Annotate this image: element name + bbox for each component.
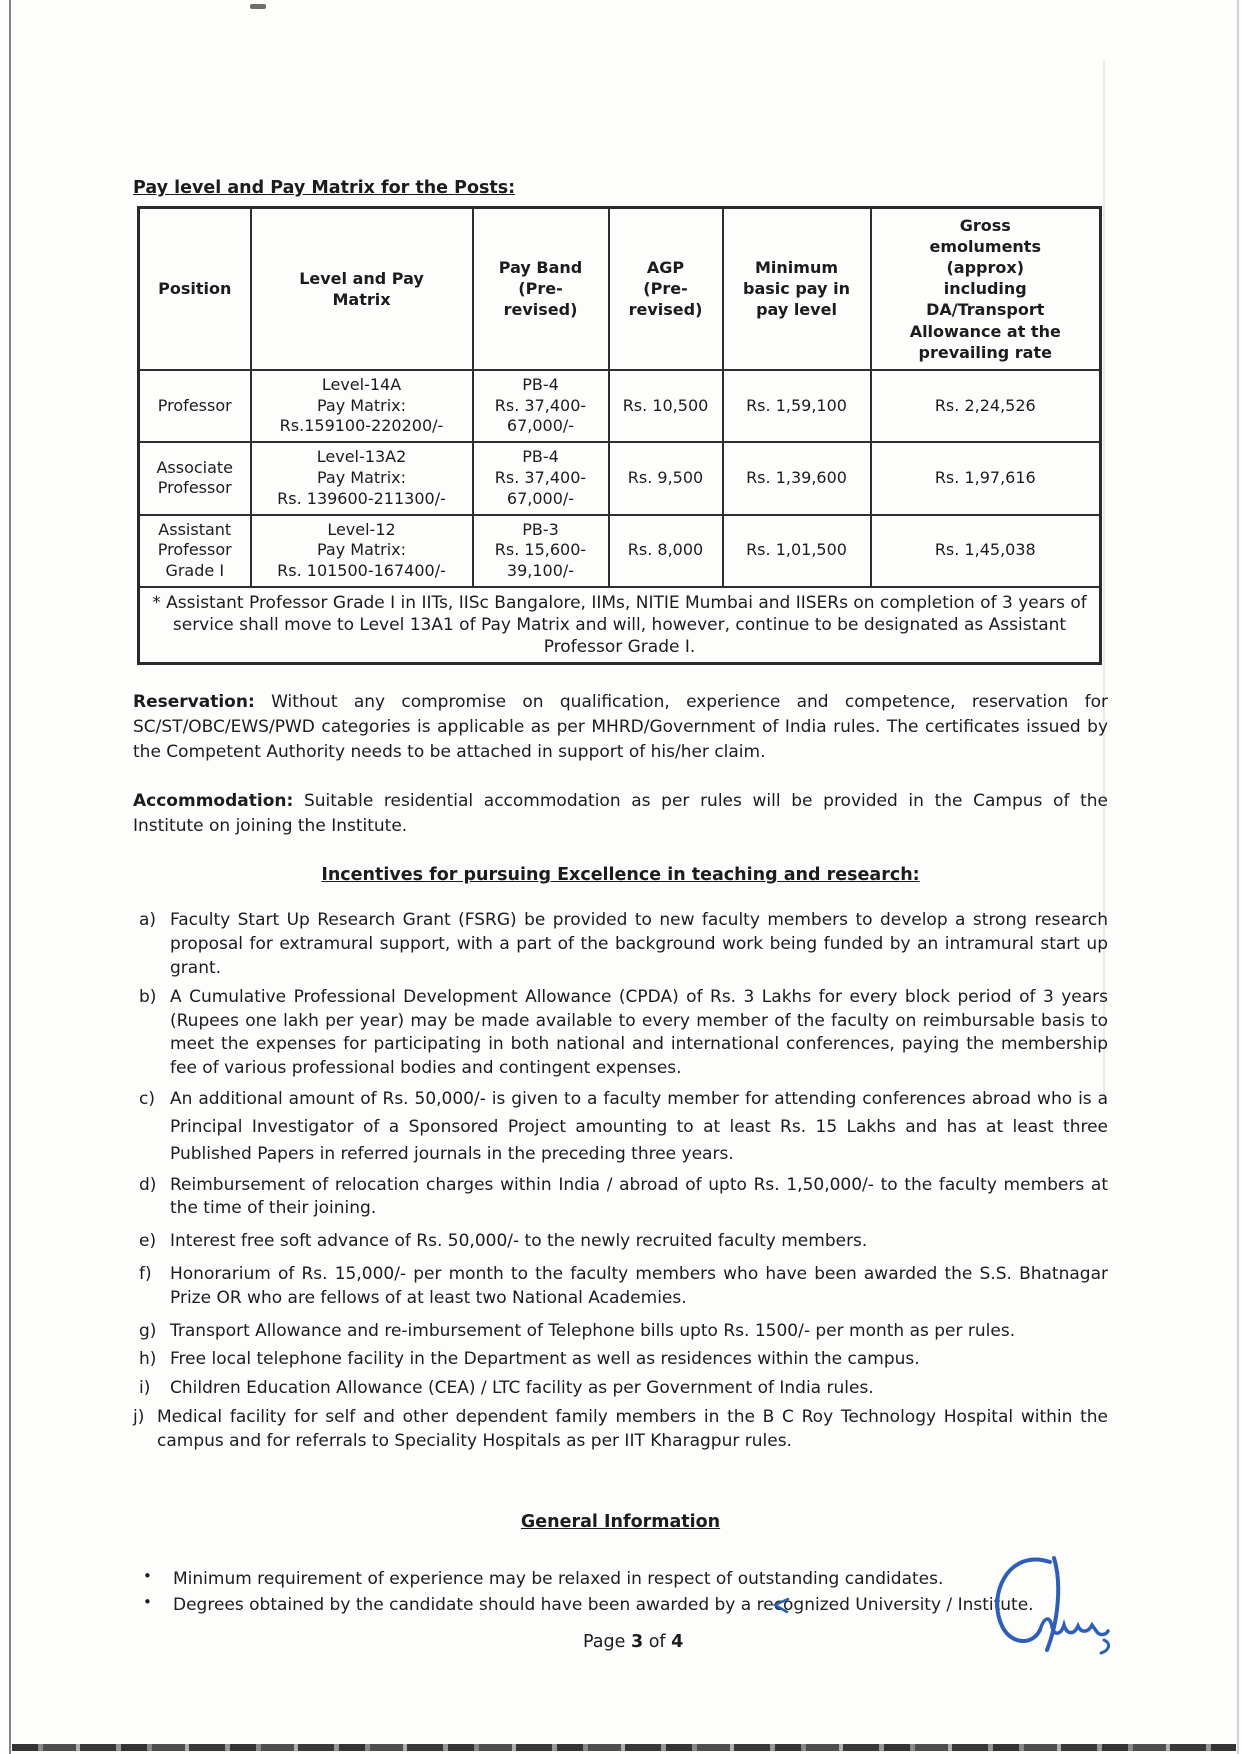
table-header-row: Position Level and Pay Matrix Pay Band (… bbox=[137, 206, 1102, 371]
general-information-heading: General Information bbox=[520, 1511, 721, 1532]
cell-level-pay-matrix: Level-12 Pay Matrix: Rs. 101500-167400/- bbox=[249, 513, 474, 588]
incentives-heading: Incentives for pursuing Excellence in te… bbox=[321, 865, 920, 886]
list-item-b: b) A Cumulative Professional Development … bbox=[133, 986, 1108, 1081]
col-header-position: Position bbox=[137, 206, 252, 371]
list-item-text: Interest free soft advance of Rs. 50,000… bbox=[170, 1231, 868, 1252]
list-item-d: d) Reimbursement of relocation charges wi… bbox=[133, 1174, 1108, 1222]
col-header-gross-emoluments: Gross emoluments (approx) including DA/T… bbox=[869, 206, 1102, 371]
cell-position: Associate Professor bbox=[137, 441, 252, 516]
cell-gross: Rs. 1,45,038 bbox=[869, 513, 1102, 588]
list-item-label: g) bbox=[139, 1320, 157, 1341]
cell-position: Professor bbox=[137, 368, 252, 444]
pay-matrix-heading: Pay level and Pay Matrix for the Posts: bbox=[133, 178, 516, 198]
cell-pay-band: PB-4 Rs. 37,400- 67,000/- bbox=[471, 368, 610, 444]
list-item-text: Children Education Allowance (CEA) / LTC… bbox=[170, 1378, 874, 1399]
page-footer-prefix: Page bbox=[583, 1632, 626, 1652]
cell-pay-band: PB-4 Rs. 37,400- 67,000/- bbox=[471, 441, 610, 516]
list-item-label: j) bbox=[133, 1406, 145, 1427]
list-item-label: d) bbox=[139, 1174, 157, 1195]
col-header-agp: AGP (Pre- revised) bbox=[607, 206, 724, 371]
list-item-g: g) Transport Allowance and re-imbursement… bbox=[133, 1320, 1108, 1344]
list-item-label: a) bbox=[139, 910, 157, 931]
list-item-a: a) Faculty Start Up Research Grant (FSRG)… bbox=[133, 909, 1108, 980]
accommodation-paragraph: Accommodation: Suitable residential acco… bbox=[133, 789, 1108, 838]
list-item-text: An additional amount of Rs. 50,000/- is … bbox=[170, 1089, 1108, 1165]
list-item-f: f) Honorarium of Rs. 15,000/- per month t… bbox=[133, 1263, 1108, 1311]
page-number: 3 bbox=[630, 1632, 644, 1652]
cell-pay-band: PB-3 Rs. 15,600- 39,100/- bbox=[471, 513, 610, 588]
table-row-professor: Professor Level-14A Pay Matrix: Rs.15910… bbox=[137, 368, 1102, 444]
cell-gross: Rs. 2,24,526 bbox=[869, 368, 1102, 444]
bullet-icon: • bbox=[143, 1592, 152, 1611]
bullet-text: Minimum requirement of experience may be… bbox=[173, 1568, 944, 1589]
accommodation-label: Accommodation: bbox=[133, 791, 294, 812]
cell-min-basic: Rs. 1,59,100 bbox=[721, 368, 872, 444]
list-item-text: Transport Allowance and re-imbursement o… bbox=[170, 1320, 1016, 1341]
incentives-list: a) Faculty Start Up Research Grant (FSRG)… bbox=[133, 909, 1108, 1453]
col-header-level-pay-matrix: Level and Pay Matrix bbox=[249, 206, 474, 371]
signature-ink-icon bbox=[772, 1556, 1110, 1655]
bullet-icon: • bbox=[143, 1566, 152, 1585]
list-item-e: e) Interest free soft advance of Rs. 50,0… bbox=[133, 1230, 1108, 1254]
list-item-i: i) Children Education Allowance (CEA) / L… bbox=[133, 1377, 1108, 1401]
list-item-label: f) bbox=[139, 1263, 152, 1284]
scan-fold-line-artifact bbox=[1103, 60, 1105, 1100]
cell-min-basic: Rs. 1,39,600 bbox=[721, 441, 872, 516]
list-item-label: e) bbox=[139, 1231, 157, 1252]
general-information-list: • Minimum requirement of experience may b… bbox=[133, 1566, 1108, 1619]
table-row-assistant-professor: Assistant Professor Grade I Level-12 Pay… bbox=[137, 513, 1102, 588]
list-item-text: Reimbursement of relocation charges with… bbox=[170, 1174, 1108, 1219]
list-item-label: c) bbox=[139, 1089, 155, 1109]
page-footer-of: of bbox=[648, 1632, 666, 1652]
reservation-paragraph: Reservation: Without any compromise on q… bbox=[133, 690, 1108, 764]
page-footer: Page 3 of 4 bbox=[583, 1632, 683, 1652]
scan-edge-left-artifact bbox=[9, 0, 11, 1754]
list-item-label: h) bbox=[139, 1349, 157, 1370]
scan-edge-right-artifact bbox=[1237, 0, 1239, 1754]
list-item-text: A Cumulative Professional Development Al… bbox=[170, 986, 1108, 1079]
list-item-label: i) bbox=[139, 1378, 151, 1399]
bullet-item: • Minimum requirement of experience may b… bbox=[133, 1566, 1108, 1592]
list-item-text: Honorarium of Rs. 15,000/- per month to … bbox=[170, 1263, 1108, 1308]
scan-smudge-artifact bbox=[250, 4, 266, 9]
scan-edge-bottom-artifact bbox=[12, 1744, 1236, 1751]
cell-min-basic: Rs. 1,01,500 bbox=[721, 513, 872, 588]
page-total: 4 bbox=[671, 1632, 684, 1652]
list-item-text: Free local telephone facility in the Dep… bbox=[170, 1349, 920, 1370]
cell-agp: Rs. 10,500 bbox=[607, 368, 724, 444]
col-header-pay-band: Pay Band (Pre- revised) bbox=[471, 206, 610, 371]
bullet-text: Degrees obtained by the candidate should… bbox=[173, 1594, 1034, 1615]
col-header-min-basic-pay: Minimum basic pay in pay level bbox=[721, 206, 872, 371]
cell-level-pay-matrix: Level-13A2 Pay Matrix: Rs. 139600-211300… bbox=[249, 441, 474, 516]
cell-agp: Rs. 8,000 bbox=[607, 513, 724, 588]
bullet-item: • Degrees obtained by the candidate shoul… bbox=[133, 1592, 1108, 1618]
table-row-associate-professor: Associate Professor Level-13A2 Pay Matri… bbox=[137, 441, 1102, 516]
reservation-label: Reservation: bbox=[133, 692, 255, 713]
pay-matrix-table: Position Level and Pay Matrix Pay Band (… bbox=[137, 206, 1102, 666]
list-item-j: j) Medical facility for self and other de… bbox=[133, 1406, 1108, 1454]
list-item-text: Faculty Start Up Research Grant (FSRG) b… bbox=[170, 910, 1108, 979]
table-footnote: * Assistant Professor Grade I in IITs, I… bbox=[137, 585, 1102, 665]
cell-position: Assistant Professor Grade I bbox=[137, 513, 252, 588]
cell-agp: Rs. 9,500 bbox=[607, 441, 724, 516]
cell-level-pay-matrix: Level-14A Pay Matrix: Rs.159100-220200/- bbox=[249, 368, 474, 444]
list-item-h: h) Free local telephone facility in the D… bbox=[133, 1348, 1108, 1372]
cell-gross: Rs. 1,97,616 bbox=[869, 441, 1102, 516]
document-content: Pay level and Pay Matrix for the Posts: … bbox=[133, 178, 1108, 1618]
list-item-c: c) An additional amount of Rs. 50,000/- i… bbox=[133, 1086, 1108, 1169]
reservation-text: Without any compromise on qualification,… bbox=[133, 692, 1108, 762]
list-item-label: b) bbox=[139, 986, 157, 1007]
accommodation-text: Suitable residential accommodation as pe… bbox=[133, 791, 1108, 836]
list-item-text: Medical facility for self and other depe… bbox=[157, 1406, 1108, 1451]
table-footnote-row: * Assistant Professor Grade I in IITs, I… bbox=[137, 585, 1102, 665]
